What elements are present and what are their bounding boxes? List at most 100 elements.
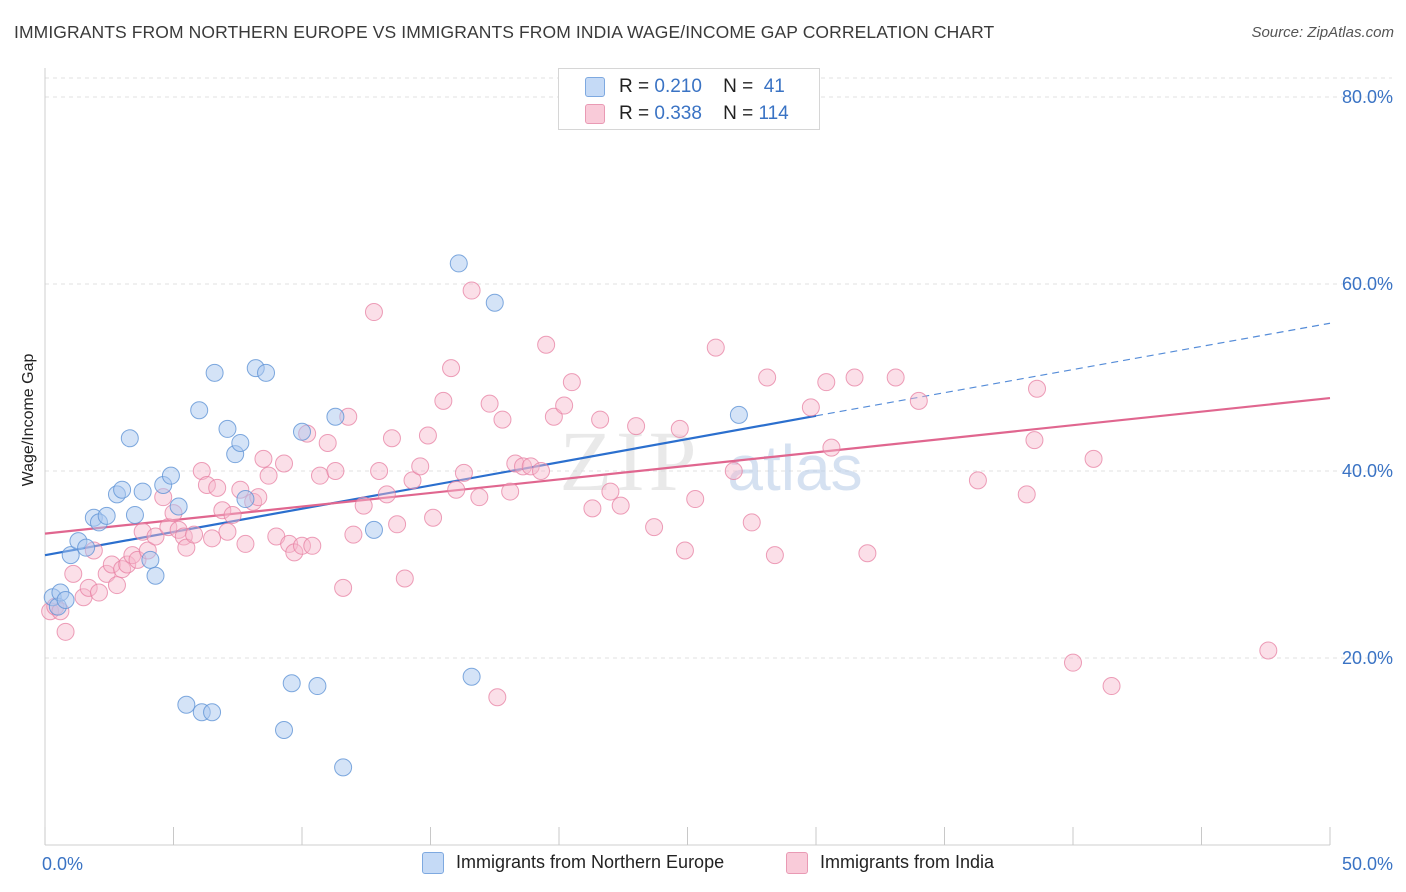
- point-india: [493, 410, 512, 429]
- point-india: [344, 525, 363, 544]
- point-india: [488, 688, 507, 707]
- point-india: [909, 391, 928, 410]
- point-india: [107, 576, 126, 595]
- point-northern-europe: [293, 422, 311, 441]
- n-label: N =: [723, 76, 754, 97]
- point-india: [706, 338, 725, 357]
- point-india: [185, 525, 204, 544]
- point-northern-europe: [236, 490, 255, 509]
- r-value-pink: 0.338: [654, 103, 702, 124]
- point-india: [822, 438, 841, 457]
- pink-swatch: [585, 104, 605, 124]
- point-northern-europe: [190, 401, 209, 420]
- point-india: [159, 518, 178, 537]
- point-northern-europe: [169, 497, 188, 516]
- point-india: [454, 463, 473, 482]
- point-india: [303, 536, 322, 555]
- x-tick-label: 0.0%: [42, 854, 83, 874]
- point-india: [418, 426, 437, 445]
- r-label: R =: [619, 76, 650, 97]
- point-india: [480, 394, 499, 413]
- trend-line-india: [44, 396, 1331, 535]
- point-india: [236, 534, 255, 553]
- stats-legend: R = 0.210 N = 41 R = 0.338 N = 114: [558, 68, 820, 130]
- point-india: [326, 462, 345, 480]
- point-india: [64, 564, 83, 583]
- point-india: [1064, 653, 1082, 672]
- legend-label-india: Immigrants from India: [820, 852, 995, 872]
- point-india: [275, 454, 294, 473]
- watermark: ZIP atlas: [560, 413, 863, 509]
- point-india: [102, 555, 121, 574]
- point-india: [192, 462, 211, 480]
- point-northern-europe: [61, 546, 80, 565]
- point-india: [354, 496, 373, 515]
- trend-line-northern-europe-extension: [815, 322, 1331, 417]
- point-india: [544, 407, 563, 426]
- point-northern-europe: [161, 466, 180, 485]
- point-india: [670, 419, 689, 438]
- point-india: [601, 482, 620, 501]
- point-india: [223, 505, 242, 524]
- trend-lines: [44, 322, 1331, 557]
- point-india: [765, 546, 784, 565]
- point-india: [395, 569, 414, 588]
- point-india: [447, 480, 466, 499]
- point-northern-europe: [205, 363, 224, 382]
- point-india: [203, 529, 222, 548]
- point-india: [583, 499, 602, 518]
- point-india: [197, 476, 216, 495]
- point-northern-europe: [308, 677, 327, 696]
- point-northern-europe: [326, 407, 345, 426]
- point-northern-europe: [125, 505, 144, 524]
- point-india: [611, 496, 630, 515]
- point-northern-europe: [113, 480, 132, 499]
- point-northern-europe: [485, 293, 504, 312]
- point-northern-europe: [146, 566, 165, 585]
- data-points: [41, 254, 1278, 777]
- point-india: [537, 335, 556, 354]
- point-india: [724, 462, 743, 480]
- point-northern-europe: [364, 520, 383, 539]
- point-india: [1028, 379, 1047, 398]
- point-india: [259, 466, 278, 485]
- point-india: [213, 501, 232, 520]
- point-india: [310, 466, 329, 485]
- point-northern-europe: [729, 405, 748, 424]
- point-india: [442, 359, 461, 378]
- point-india: [645, 518, 664, 537]
- point-northern-europe: [334, 758, 353, 777]
- point-india: [562, 373, 581, 392]
- y-axis-label: Wage/Income Gap: [20, 353, 37, 487]
- point-india: [364, 303, 383, 322]
- y-tick-label: 60.0%: [1342, 274, 1393, 294]
- watermark-atlas: atlas: [727, 432, 862, 504]
- point-india: [627, 417, 646, 436]
- point-india: [56, 622, 75, 641]
- point-india: [675, 541, 694, 560]
- point-india: [146, 527, 165, 546]
- point-india: [318, 433, 337, 452]
- point-northern-europe: [177, 695, 196, 714]
- y-tick-label: 20.0%: [1342, 648, 1393, 668]
- point-northern-europe: [231, 433, 250, 452]
- point-india: [118, 555, 137, 574]
- point-northern-europe: [275, 720, 294, 739]
- point-northern-europe: [203, 703, 222, 722]
- ticks: 20.0% 40.0% 60.0% 80.0% 0.0% 50.0%: [42, 87, 1393, 874]
- point-india: [968, 471, 987, 490]
- trend-line-northern-europe: [44, 414, 817, 557]
- point-india: [208, 478, 227, 497]
- point-india: [514, 457, 533, 476]
- r-value-blue: 0.210: [654, 76, 702, 97]
- point-northern-europe: [141, 550, 160, 569]
- point-india: [858, 544, 877, 563]
- point-india: [254, 449, 273, 468]
- point-india: [801, 398, 820, 417]
- point-india: [403, 471, 422, 490]
- point-india: [1017, 485, 1036, 504]
- point-india: [1025, 431, 1044, 450]
- point-india: [1102, 677, 1121, 696]
- point-india: [686, 490, 705, 509]
- point-northern-europe: [120, 429, 139, 448]
